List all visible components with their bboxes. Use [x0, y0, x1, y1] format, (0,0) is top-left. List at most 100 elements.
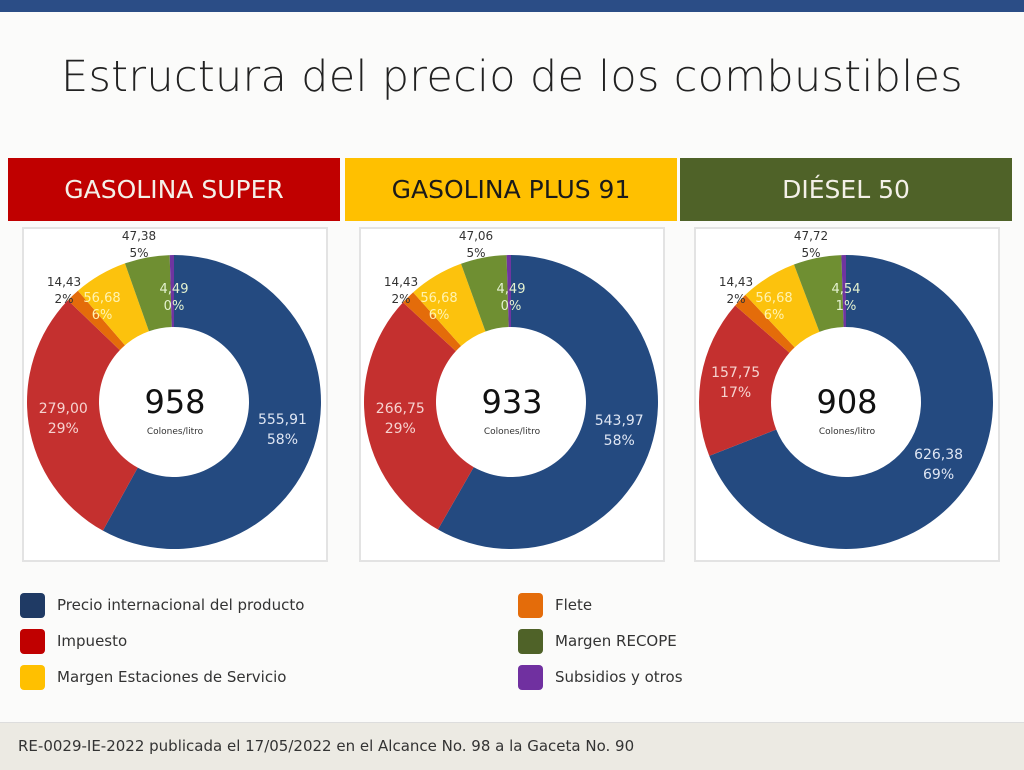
slice-margen-estaciones [77, 263, 149, 346]
slice-impuesto [364, 302, 474, 530]
data-label-precio-internacional: 543,97 58% [595, 411, 644, 451]
total-price: 908 [816, 383, 878, 421]
unit-label: Colones/litro [483, 427, 541, 437]
donut-chart: 626,38 69% 157,75 17% 14,43 2% 56,68 6% 47,72 5% 4… [694, 227, 1000, 562]
data-label-impuesto: 279,00 29% [39, 399, 88, 439]
legend-swatch [518, 664, 543, 690]
total-price: 933 [481, 383, 543, 421]
value-label: 14,43 [383, 275, 419, 289]
value-label: 543,97 [594, 412, 644, 429]
chart-title: DIÉSEL 50 [680, 158, 1012, 221]
value-label: 279,00 [38, 400, 88, 417]
legend-swatch [518, 592, 543, 618]
chart-title: GASOLINA SUPER [8, 158, 340, 221]
data-label-margen-recope: 47,72 5% [794, 228, 828, 262]
percent-label: 0% [163, 299, 185, 314]
percent-label: 2% [726, 292, 746, 306]
footer: RE-0029-IE-2022 publicada el 17/05/2022 … [0, 722, 1024, 770]
legend-item-impuesto: Impuesto [20, 628, 127, 654]
legend-item-subsidios: Subsidios y otros [518, 664, 683, 690]
value-label: 56,68 [420, 291, 458, 306]
value-label: 157,75 [711, 364, 761, 381]
slice-precio-internacional [437, 255, 658, 549]
percent-label: 29% [47, 420, 79, 437]
donut-svg [364, 255, 658, 549]
slice-impuesto [699, 305, 790, 456]
percent-label: 69% [923, 467, 955, 484]
legend-swatch [518, 628, 543, 654]
slice-flete [402, 292, 462, 352]
legend-swatch [20, 592, 45, 618]
legend-item-recope: Margen RECOPE [518, 628, 677, 654]
data-label-flete: 14,43 2% [384, 274, 418, 308]
percent-label: 58% [266, 431, 298, 448]
data-label-margen-recope: 47,38 5% [122, 228, 156, 262]
data-label-margen-estaciones: 56,68 6% [420, 290, 457, 324]
data-label-subsidios: 4,49 0% [160, 281, 189, 315]
legend-label: Margen RECOPE [555, 632, 677, 650]
donut-chart: 555,91 58% 279,00 29% 14,43 2% 56,68 6% 47,38 5% 4… [22, 227, 328, 562]
percent-label: 1% [835, 299, 857, 314]
percent-label: 5% [466, 246, 486, 260]
value-label: 14,43 [718, 275, 754, 289]
slice-margen-estaciones [413, 263, 486, 347]
data-label-flete: 14,43 2% [47, 274, 81, 308]
data-label-subsidios: 4,49 0% [497, 281, 526, 315]
value-label: 14,43 [46, 275, 82, 289]
data-label-margen-recope: 47,06 5% [459, 228, 493, 262]
data-label-precio-internacional: 626,38 69% [914, 445, 963, 485]
legend-item-flete: Flete [518, 592, 592, 618]
percent-label: 58% [603, 432, 635, 449]
legend-swatch [20, 628, 45, 654]
slice-flete [735, 294, 795, 353]
data-label-precio-internacional: 555,91 58% [258, 410, 307, 450]
unit-label: Colones/litro [146, 427, 204, 437]
footer-text: RE-0029-IE-2022 publicada el 17/05/2022 … [18, 737, 635, 755]
slice-margen-recope [793, 255, 844, 332]
chart-panel: GASOLINA PLUS 91 543,97 58% 266,75 29% 14,43 2… [345, 158, 677, 568]
value-label: 47,38 [121, 229, 157, 243]
data-label-margen-estaciones: 56,68 6% [755, 290, 792, 324]
data-label-margen-estaciones: 56,68 6% [83, 290, 120, 324]
value-label: 555,91 [257, 411, 307, 428]
data-label-impuesto: 266,75 29% [376, 399, 425, 439]
percent-label: 17% [720, 384, 752, 401]
legend-label: Margen Estaciones de Servicio [57, 668, 287, 686]
value-label: 266,75 [375, 401, 425, 418]
unit-label: Colones/litro [818, 427, 876, 437]
value-label: 4,49 [496, 282, 526, 297]
slice-margen-recope [124, 255, 172, 332]
legend-swatch [20, 664, 45, 690]
slice-margen-estaciones [745, 264, 820, 348]
percent-label: 6% [763, 308, 785, 323]
value-label: 56,68 [83, 291, 121, 306]
value-label: 4,54 [831, 282, 861, 297]
slice-subsidios [169, 255, 174, 328]
value-label: 47,72 [793, 229, 829, 243]
legend-item-estaciones: Margen Estaciones de Servicio [20, 664, 286, 690]
slice-flete [67, 290, 125, 351]
data-label-impuesto: 157,75 17% [711, 363, 760, 403]
data-label-flete: 14,43 2% [719, 274, 753, 308]
slice-precio-internacional [102, 255, 321, 549]
value-label: 626,38 [914, 447, 964, 464]
slice-impuesto [27, 300, 138, 531]
slice-subsidios [506, 255, 511, 328]
chart-title: GASOLINA PLUS 91 [345, 158, 677, 221]
data-label-subsidios: 4,54 1% [832, 281, 861, 315]
legend-label: Precio internacional del producto [57, 596, 305, 614]
percent-label: 29% [384, 421, 416, 438]
legend-label: Flete [555, 596, 593, 614]
page-title: Estructura del precio de los combustible… [61, 52, 963, 102]
donut-chart: 543,97 58% 266,75 29% 14,43 2% 56,68 6% 47,06 5% 4… [359, 227, 665, 562]
value-label: 4,49 [159, 282, 189, 297]
percent-label: 2% [391, 292, 411, 306]
percent-label: 5% [801, 246, 821, 260]
top-bar [0, 0, 1024, 12]
total-price: 958 [144, 383, 206, 421]
slice-margen-recope [461, 255, 509, 332]
chart-panel: GASOLINA SUPER 555,91 58% 279,00 29% 14,43 2% 5… [8, 158, 340, 568]
percent-label: 6% [428, 308, 450, 323]
legend-label: Subsidios y otros [555, 668, 683, 686]
legend-label: Impuesto [57, 632, 128, 650]
